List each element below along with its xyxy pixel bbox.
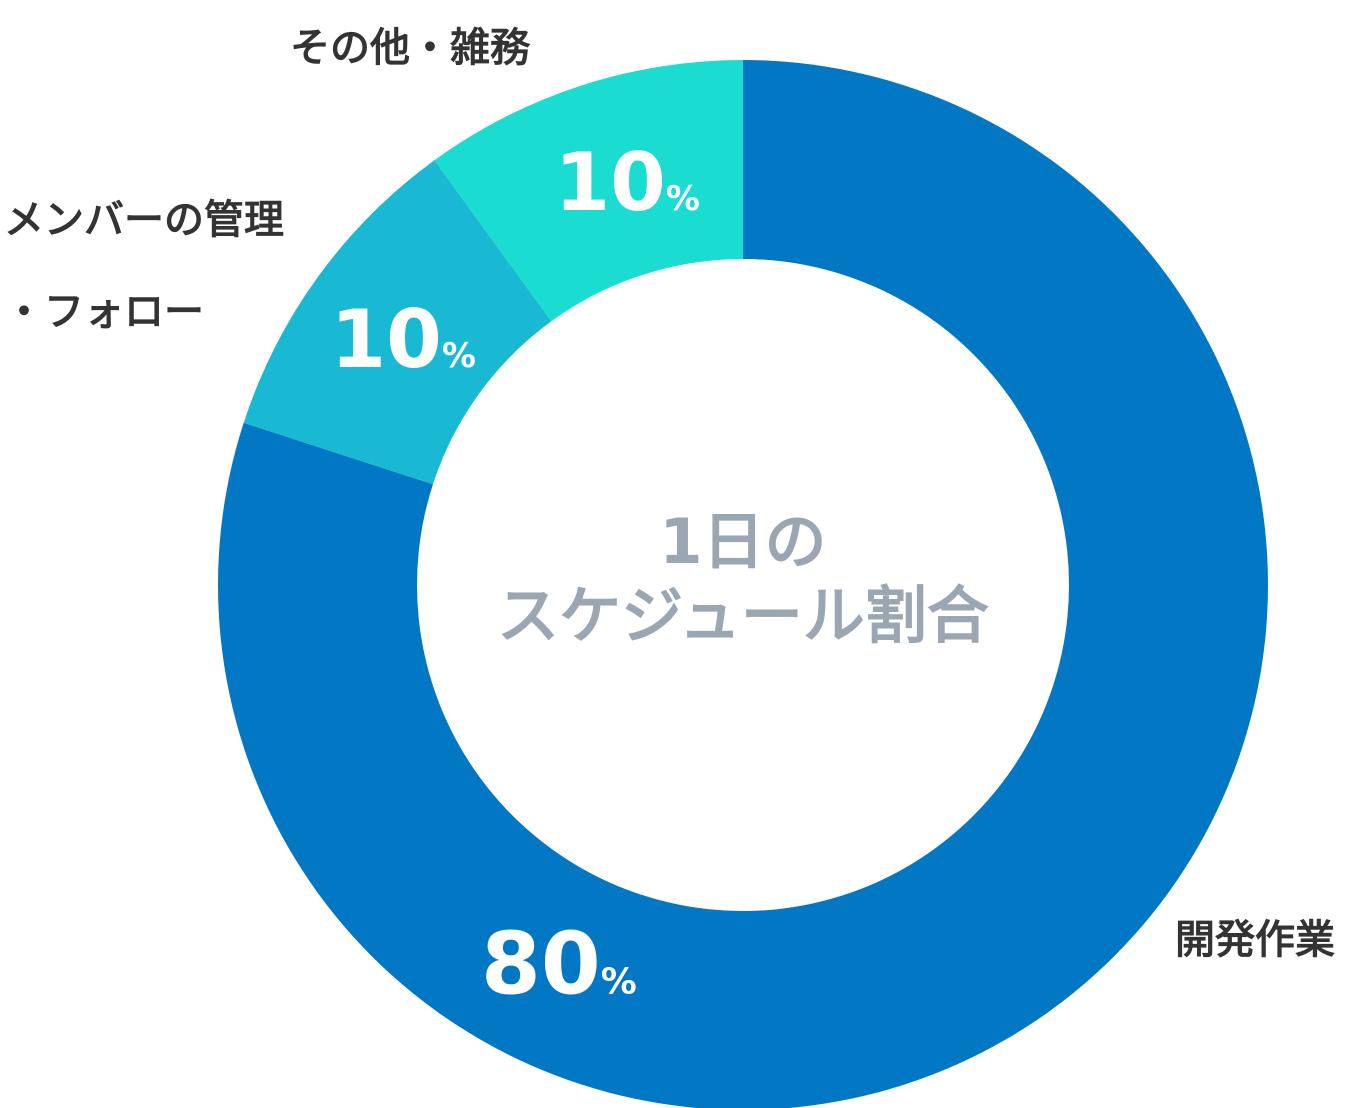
category-label-misc: その他・雑務 <box>290 28 530 68</box>
category-label-development: 開発作業 <box>1175 920 1335 960</box>
center-title-line: スケジュール割合 <box>497 579 989 652</box>
category-label-line: ・フォロー <box>4 289 204 335</box>
data-label-member-management: 10% <box>331 293 476 386</box>
chart-center-title: 1日の スケジュール割合 <box>443 505 1043 653</box>
category-label-line: メンバーの管理 <box>4 197 284 243</box>
donut-slice-development <box>218 60 1268 1108</box>
category-label-member-management: メンバーの管理 ・フォロー <box>4 200 284 332</box>
data-label-development: 80% <box>481 914 637 1014</box>
category-label-line: その他・雑務 <box>290 25 530 71</box>
category-label-line: 開発作業 <box>1175 917 1335 963</box>
donut-slice-member-management <box>243 160 552 485</box>
donut-slice-misc <box>434 60 743 322</box>
data-label-misc: 10% <box>555 136 700 229</box>
center-title-line: 1日の <box>659 505 827 578</box>
